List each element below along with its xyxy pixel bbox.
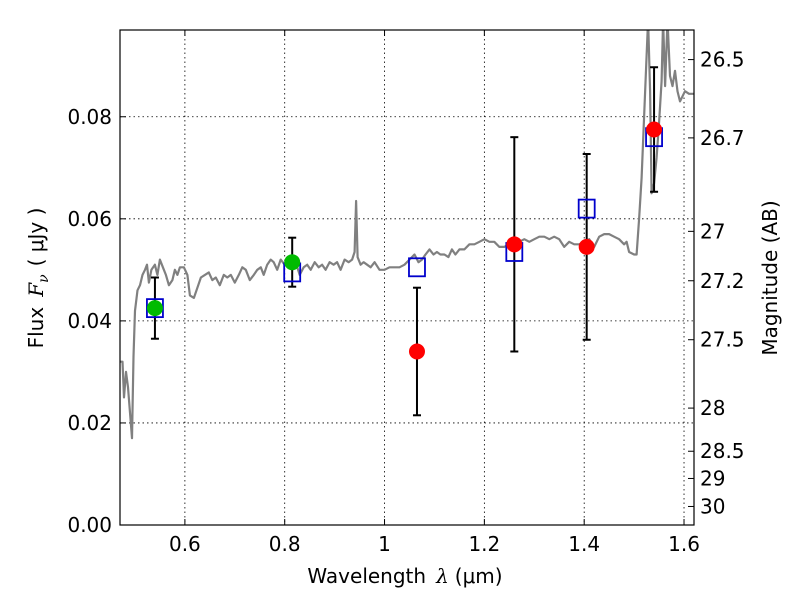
observation-point [646,121,663,138]
observation-point [408,343,425,360]
y-tick-label: 0.08 [67,105,112,129]
markers [146,121,663,360]
y-tick-label: 0.02 [67,411,112,435]
mag-tick-label: 27.5 [700,328,745,352]
mag-tick-label: 28 [700,396,725,420]
x-tick-label: 1.2 [468,532,500,556]
grid [120,30,694,526]
spectrum-line [120,30,694,440]
x-axis-label: Wavelength λ (μm) [307,564,502,588]
observation-point [578,238,595,255]
x-tick-label: 1.4 [568,532,600,556]
model-square [577,198,596,219]
y-tick-label: 0.00 [67,513,112,537]
mag-tick-label: 27 [700,219,725,243]
mag-tick-label: 30 [700,494,725,518]
y2-axis-label: Magnitude (AB) [758,200,782,355]
spectrum-layer [120,30,694,440]
mag-tick-label: 28.5 [700,439,745,463]
observation-point [506,236,523,253]
mag-tick-label: 29 [700,466,725,490]
plot-frame [119,29,695,526]
x-tick-label: 0.6 [169,532,201,556]
x-tick-label: 0.8 [269,532,301,556]
y-tick-label: 0.06 [67,207,112,231]
y-tick-label: 0.04 [67,309,112,333]
mag-tick-label: 27.2 [700,269,745,293]
detection-point [284,254,301,271]
x-tick-label: 1 [378,532,391,556]
x-tick-label: 1.6 [668,532,700,556]
y-axis-label: FluxFν( μJy ) [24,208,52,349]
mag-tick-label: 26.7 [700,126,745,150]
detection-point [146,300,163,317]
ticks: 0.6 0.8 1 1.2 1.4 1.6 0.00 0.02 0.04 0.06 0.08 26.5… [67,30,745,556]
mag-tick-label: 26.5 [700,48,745,72]
model-square [408,257,426,278]
